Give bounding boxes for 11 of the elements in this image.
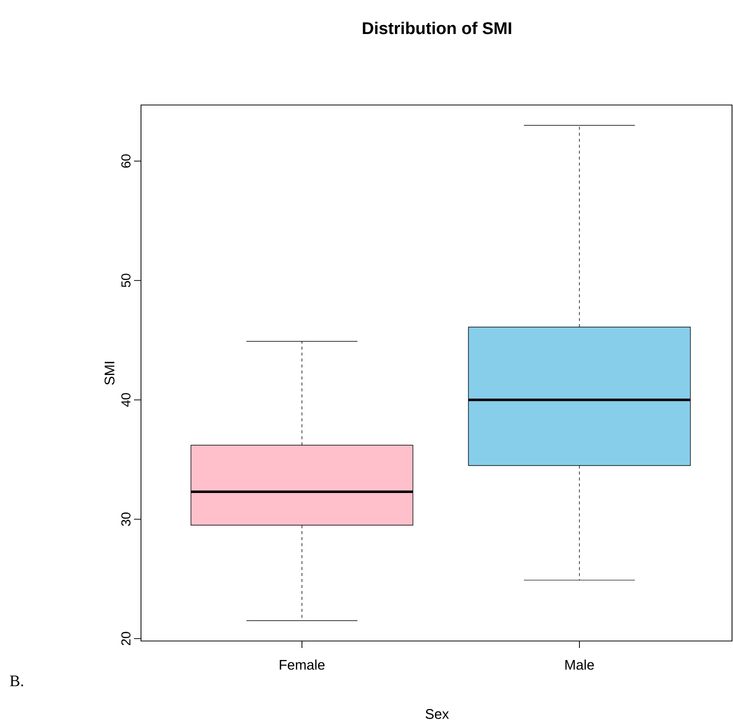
x-axis-title: Sex [426,709,449,719]
y-tick-label: 50 [121,274,130,288]
x-tick-label: Male [565,660,594,670]
chart-title: Distribution of SMI [362,22,512,34]
y-tick-label: 20 [121,632,130,646]
y-tick-label: 40 [121,393,130,407]
y-tick-label: 30 [121,512,130,526]
y-axis-title: SMI [104,362,114,385]
y-tick-label: 60 [121,154,130,168]
text: B. [10,676,24,686]
x-tick-label: Female [280,660,325,670]
